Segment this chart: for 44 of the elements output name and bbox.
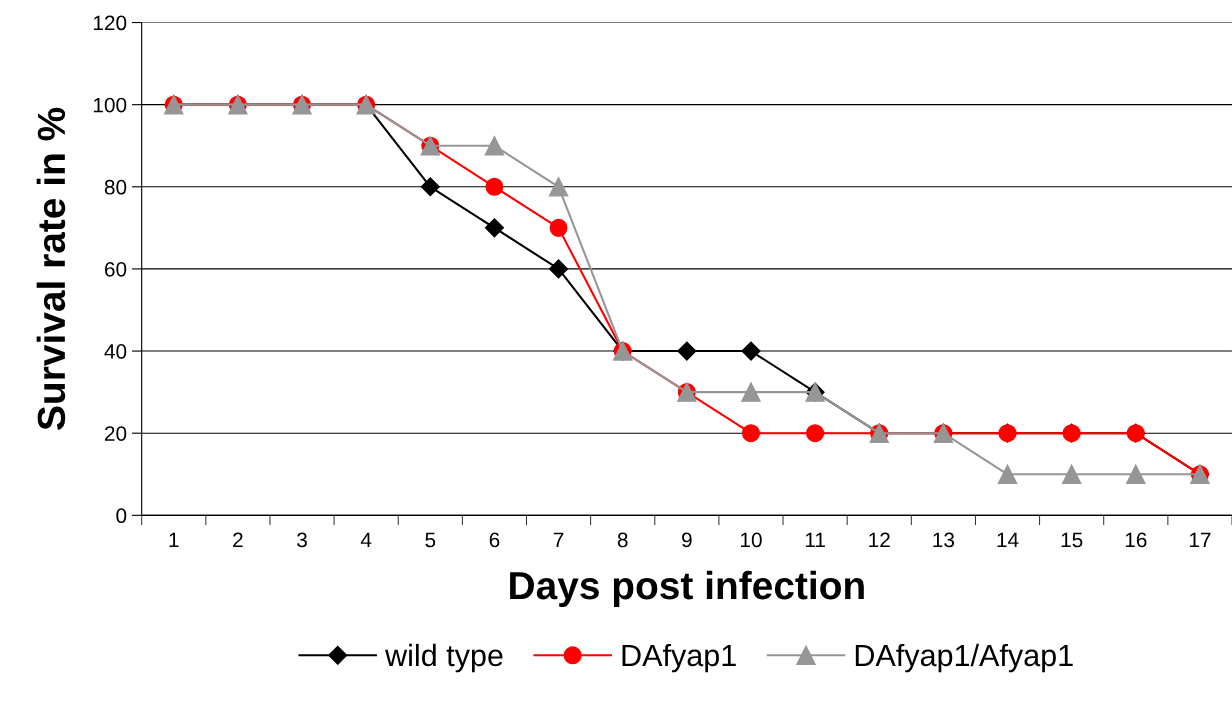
point xyxy=(677,341,697,361)
x-tick-label: 8 xyxy=(617,532,628,548)
legend-label: wild type xyxy=(385,643,503,673)
x-tick-label: 13 xyxy=(933,532,955,548)
point xyxy=(997,464,1018,484)
point xyxy=(549,218,568,237)
y-axis-title: Survival rate in % xyxy=(36,107,66,430)
legend-label: DAfyap1/Afyap1 xyxy=(855,643,1073,673)
x-tick-label: 16 xyxy=(1125,532,1147,548)
x-tick-label: 17 xyxy=(1189,532,1211,548)
x-tick-label: 14 xyxy=(997,532,1019,548)
point xyxy=(741,424,761,443)
point xyxy=(484,218,504,238)
x-tick-label: 11 xyxy=(805,532,825,548)
y-tick-label: 100 xyxy=(93,97,127,113)
point xyxy=(548,177,569,197)
y-tick-label: 20 xyxy=(104,426,127,441)
x-tick-label: 4 xyxy=(360,532,372,548)
y-tick-label: 0 xyxy=(116,508,127,524)
x-tick-label: 6 xyxy=(489,532,500,548)
x-tick-label: 15 xyxy=(1061,532,1083,548)
x-tick-label: 5 xyxy=(425,532,436,548)
point xyxy=(549,259,569,279)
y-tick-label: 80 xyxy=(104,179,127,195)
x-tick-label: 1 xyxy=(169,532,179,548)
x-tick-label: 12 xyxy=(869,532,890,548)
point xyxy=(741,382,761,402)
y-tick-label: 120 xyxy=(93,15,127,31)
y-tick-label: 40 xyxy=(104,344,127,359)
point xyxy=(1061,464,1082,484)
point xyxy=(484,136,505,156)
x-axis-title: Days post infection xyxy=(510,570,864,608)
point xyxy=(741,341,761,361)
point xyxy=(420,177,440,197)
point xyxy=(1126,464,1146,484)
x-tick-label: 10 xyxy=(740,532,762,548)
x-tick-label: 3 xyxy=(297,532,307,548)
x-tick-label: 2 xyxy=(233,532,243,548)
point xyxy=(806,424,825,443)
legend-label: DAfyap1 xyxy=(622,643,736,673)
x-tick-label: 7 xyxy=(553,532,564,548)
y-tick-label: 60 xyxy=(104,261,127,277)
point xyxy=(485,177,504,196)
x-tick-label: 9 xyxy=(682,532,692,548)
